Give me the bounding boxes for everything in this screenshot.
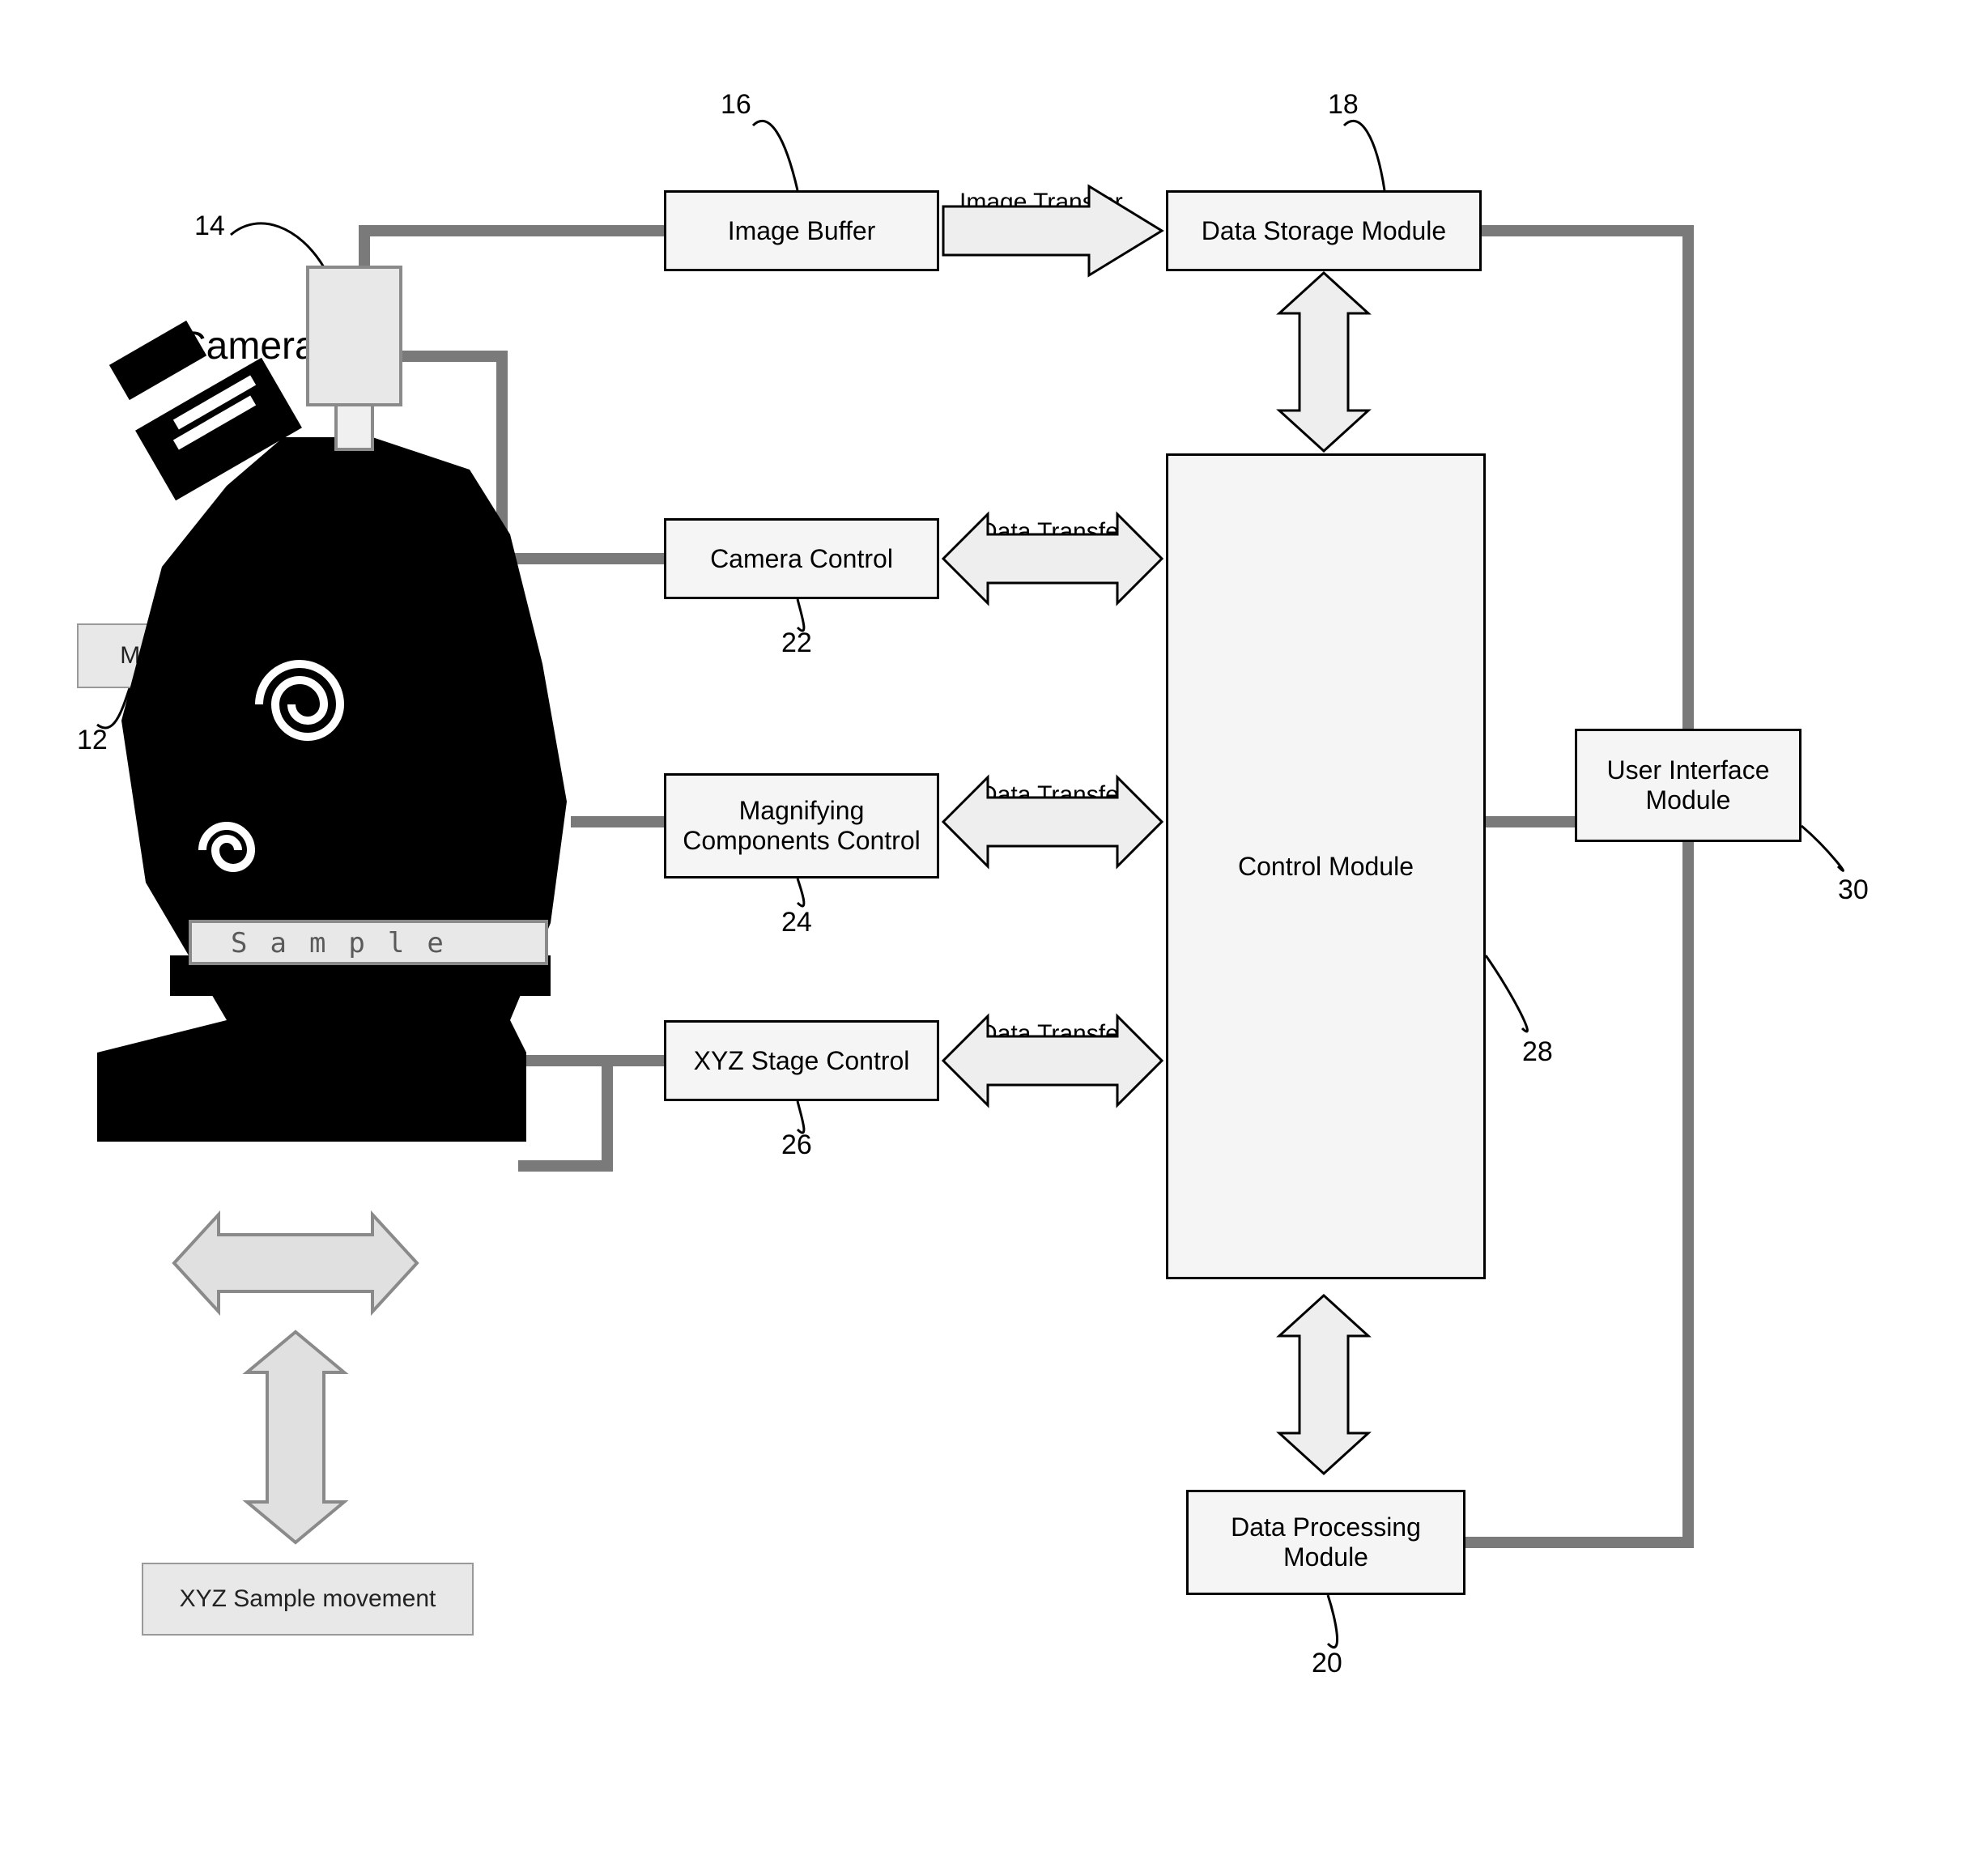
- data-transfer-2-label: Data Transfer: [980, 781, 1127, 809]
- ref-28: 28: [1522, 1036, 1553, 1068]
- camera-text: Camera: [178, 324, 317, 368]
- ref-12: 12: [77, 725, 108, 756]
- mag-components-control-box: Magnifying Components Control: [664, 773, 939, 878]
- data-processing-box: Data Processing Module: [1186, 1490, 1465, 1595]
- mag-components-control-label: Magnifying Components Control: [673, 796, 930, 856]
- control-module-box: Control Module: [1166, 453, 1486, 1279]
- ref-26: 26: [781, 1129, 812, 1161]
- xyz-sample-movement-box: XYZ Sample movement: [142, 1563, 474, 1636]
- ref-20: 20: [1312, 1648, 1342, 1679]
- data-storage-label: Data Storage Module: [1202, 216, 1446, 246]
- data-transfer-1-label: Data Transfer: [980, 518, 1127, 546]
- svg-text:Sample: Sample: [231, 927, 466, 959]
- ref-18: 18: [1328, 89, 1359, 121]
- user-interface-box: User Interface Module: [1575, 729, 1801, 842]
- xyz-stage-control-box: XYZ Stage Control: [664, 1020, 939, 1101]
- ref-16: 16: [721, 89, 751, 121]
- data-processing-label: Data Processing Module: [1195, 1512, 1457, 1572]
- image-buffer-label: Image Buffer: [728, 216, 876, 246]
- user-interface-label: User Interface Module: [1584, 755, 1793, 815]
- image-transfer-label: Image Transfer: [959, 189, 1123, 216]
- data-storage-box: Data Storage Module: [1166, 190, 1482, 271]
- control-module-label: Control Module: [1238, 852, 1414, 882]
- xyz-stage-control-label: XYZ Stage Control: [694, 1046, 910, 1076]
- camera-control-box: Camera Control: [664, 518, 939, 599]
- xyz-sample-movement-label: XYZ Sample movement: [180, 1585, 436, 1613]
- magnifying-instrument-label: Magnifying instrument: [120, 642, 357, 670]
- ref-24: 24: [781, 907, 812, 938]
- magnifying-instrument-box: Magnifying instrument: [77, 623, 401, 688]
- ref-14: 14: [194, 211, 225, 242]
- data-transfer-3-label: Data Transfer: [980, 1020, 1127, 1048]
- camera-icon: [308, 267, 401, 449]
- ref-30: 30: [1838, 874, 1869, 906]
- ref-22: 22: [781, 627, 812, 659]
- camera-control-label: Camera Control: [710, 544, 893, 574]
- image-buffer-box: Image Buffer: [664, 190, 939, 271]
